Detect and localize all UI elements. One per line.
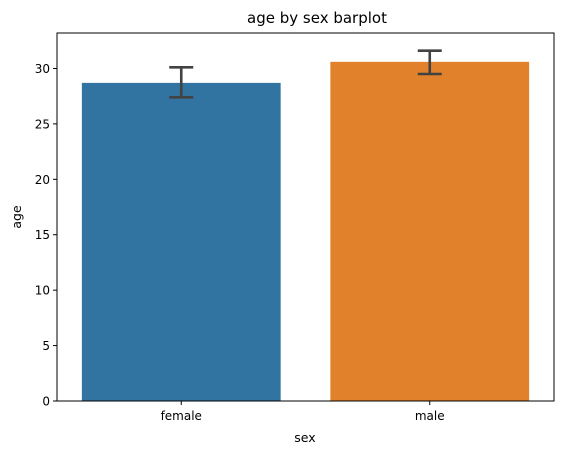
bar-female [81, 82, 281, 401]
axes-layer [56, 32, 555, 402]
bars-layer [81, 61, 530, 402]
chart-title: age by sex barplot [247, 9, 387, 27]
error-bar-female [169, 66, 194, 99]
y-tick-label: 10 [35, 284, 50, 298]
y-axis-label: age [9, 205, 24, 229]
error-bar-male [417, 49, 442, 76]
bar-male [330, 61, 530, 402]
x-tick-label: male [415, 409, 445, 423]
x-tick-label: female [161, 409, 202, 423]
y-tick-label: 5 [42, 339, 50, 353]
plot-frame [56, 32, 555, 402]
y-tick-label: 0 [42, 395, 50, 409]
ticks-layer: 0 5 10 15 20 25 30 female male [35, 62, 445, 423]
y-tick-label: 30 [35, 62, 50, 76]
y-tick-label: 25 [35, 117, 50, 131]
x-axis-label: sex [294, 430, 315, 445]
y-tick-label: 20 [35, 173, 50, 187]
error-bars-layer [169, 49, 442, 99]
y-tick-label: 15 [35, 228, 50, 242]
